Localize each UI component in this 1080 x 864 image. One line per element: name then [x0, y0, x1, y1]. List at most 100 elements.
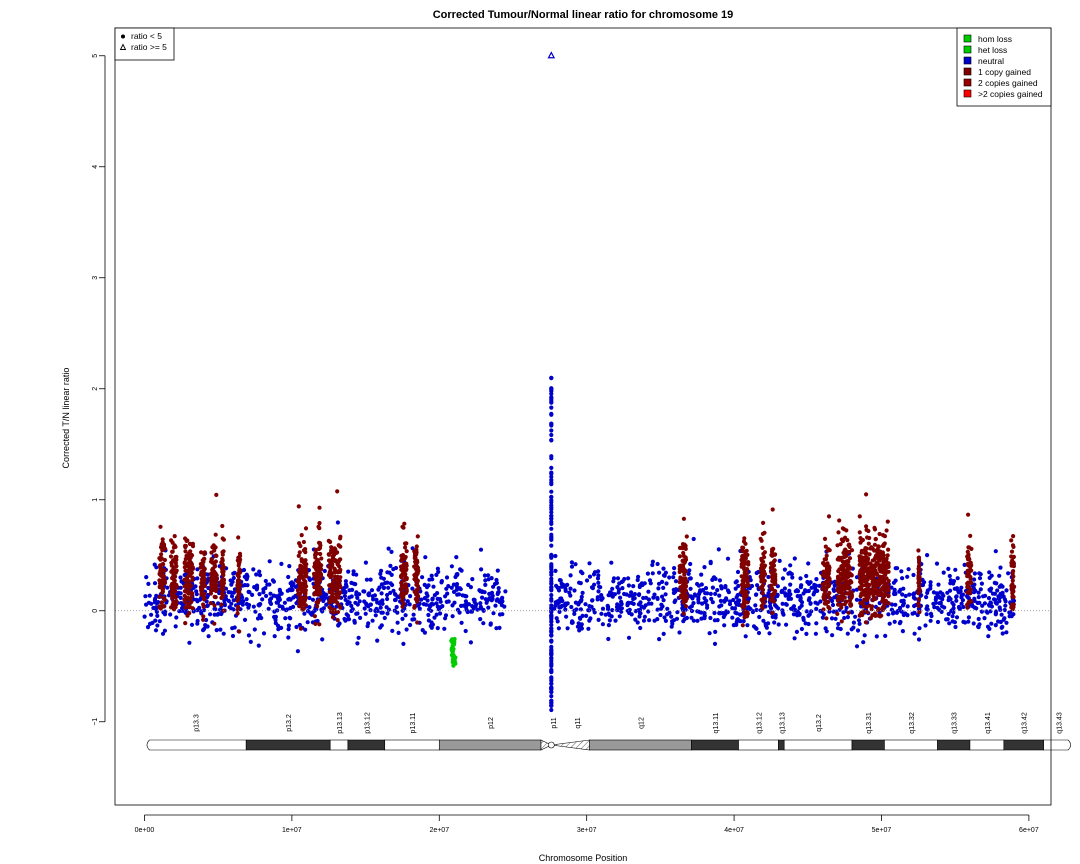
point-neutral — [720, 611, 726, 616]
point-neutral — [806, 561, 811, 566]
point-gain — [863, 551, 868, 556]
point-neutral — [549, 396, 554, 401]
point-neutral — [364, 577, 369, 582]
point-neutral — [282, 600, 287, 605]
point-gain — [846, 563, 851, 568]
point-neutral — [569, 560, 575, 565]
point-neutral — [978, 572, 983, 577]
point-neutral — [596, 617, 601, 623]
point-gain — [872, 527, 878, 532]
point-neutral — [254, 583, 260, 588]
point-neutral — [1000, 584, 1005, 589]
point-neutral — [633, 617, 638, 622]
point-neutral — [994, 601, 999, 606]
point-neutral — [746, 605, 751, 610]
point-gain — [183, 556, 188, 562]
point-neutral — [703, 586, 709, 591]
point-gain — [880, 592, 885, 598]
point-neutral — [713, 576, 718, 582]
point-neutral — [784, 622, 789, 627]
point-neutral — [749, 583, 755, 589]
point-gain — [303, 564, 308, 569]
point-neutral — [951, 579, 957, 584]
point-neutral — [375, 600, 380, 605]
plot-frame — [114, 27, 1052, 806]
point-gain — [843, 535, 848, 540]
point-neutral — [795, 589, 801, 594]
point-gain — [161, 604, 166, 609]
point-neutral — [584, 578, 590, 583]
cytoband-label: q12 — [638, 717, 645, 729]
x-tick-label: 1e+07 — [282, 827, 302, 834]
point-gain — [770, 507, 775, 512]
point-neutral — [977, 622, 982, 627]
axes: 0e+00 1e+07 2e+07 3e+07 4e+07 5e+07 6e+07 −1 0 1 2… — [92, 54, 1039, 834]
point-neutral — [147, 621, 153, 627]
point-neutral — [781, 612, 786, 617]
point-neutral — [806, 621, 811, 627]
point-neutral — [495, 591, 500, 597]
point-neutral — [911, 572, 916, 578]
point-gain — [965, 549, 970, 554]
point-neutral — [741, 619, 746, 624]
point-neutral — [726, 590, 732, 595]
point-neutral — [380, 598, 385, 603]
point-neutral — [793, 607, 798, 613]
point-neutral — [369, 588, 375, 593]
point-neutral — [492, 581, 498, 587]
point-gain — [236, 563, 241, 568]
point-neutral — [682, 617, 687, 622]
point-neutral — [147, 593, 152, 598]
y-tick-label: 3 — [92, 276, 99, 280]
point-neutral — [251, 567, 256, 572]
point-gain — [235, 598, 240, 603]
point-gain — [827, 578, 832, 583]
point-gain — [213, 559, 218, 564]
point-gain — [864, 492, 869, 497]
point-neutral — [426, 612, 431, 618]
point-neutral — [784, 602, 789, 607]
point-gain — [415, 560, 420, 565]
point-neutral — [362, 606, 367, 611]
point-gain — [404, 541, 409, 546]
point-neutral — [410, 586, 415, 591]
point-gain — [183, 543, 188, 548]
point-gain — [416, 594, 421, 599]
cytoband-label: p13.12 — [364, 712, 371, 734]
legend-swatch — [963, 56, 972, 65]
point-gain — [740, 548, 745, 554]
point-neutral — [549, 474, 554, 479]
point-gain — [969, 568, 974, 573]
point-gain — [826, 599, 831, 605]
point-neutral — [347, 595, 352, 600]
point-neutral — [396, 630, 401, 636]
point-neutral — [589, 604, 594, 609]
point-neutral — [584, 613, 589, 619]
point-neutral — [856, 618, 862, 623]
point-neutral — [801, 617, 806, 623]
point-gain — [821, 561, 826, 566]
point-neutral — [346, 569, 351, 574]
point-neutral — [178, 595, 183, 601]
point-gain — [187, 604, 192, 609]
legend-swatch — [963, 34, 972, 43]
point-gain — [297, 570, 302, 575]
point-neutral — [842, 615, 847, 621]
point-neutral — [950, 600, 955, 605]
point-neutral — [303, 627, 308, 632]
point-neutral — [355, 641, 360, 646]
point-neutral — [257, 592, 262, 597]
point-neutral — [208, 612, 213, 617]
point-neutral — [635, 620, 640, 625]
point-neutral — [443, 616, 448, 621]
point-gain — [1009, 549, 1015, 554]
legend-state-label: >2 copies gained — [978, 89, 1043, 99]
point-gain — [758, 585, 763, 591]
point-neutral — [271, 593, 276, 598]
point-neutral — [632, 596, 637, 601]
point-neutral — [606, 611, 611, 616]
point-gain — [317, 521, 322, 526]
point-neutral — [610, 586, 615, 591]
point-neutral — [820, 615, 826, 620]
point-neutral — [655, 617, 660, 622]
